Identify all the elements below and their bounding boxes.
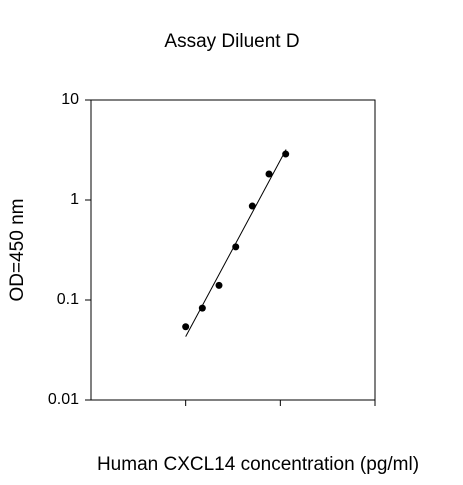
data-point [182, 323, 190, 331]
data-point [215, 281, 223, 289]
y-tick-label: 10 [61, 91, 79, 108]
chart-title: Assay Diluent D [164, 31, 299, 52]
data-point [232, 243, 240, 251]
data-point [248, 202, 256, 210]
data-point [198, 304, 206, 312]
plot-frame [90, 99, 376, 401]
x-axis-label: Human CXCL14 concentration (pg/ml) [97, 454, 419, 475]
data-point [265, 170, 273, 178]
y-tick-label: 1 [70, 191, 79, 208]
y-tick-label: 0.01 [48, 391, 79, 408]
y-tick-label: 0.1 [57, 291, 79, 308]
y-axis-label: OD=450 nm [7, 199, 28, 302]
data-point [282, 150, 290, 158]
